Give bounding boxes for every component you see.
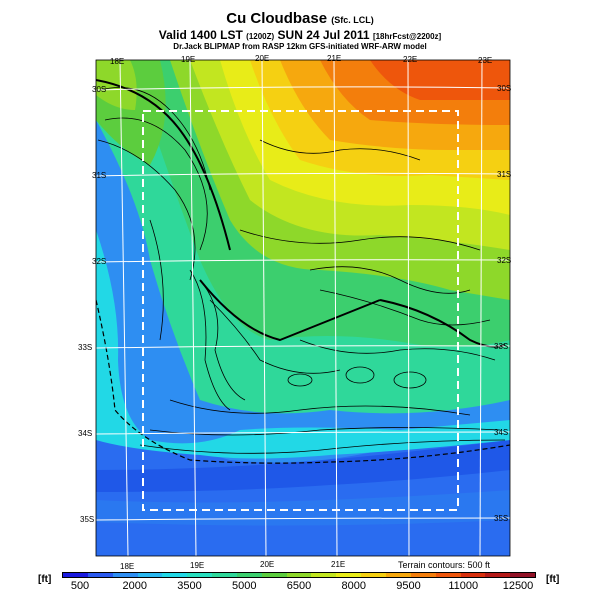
- lon-label-bottom: 18E: [120, 562, 134, 571]
- color-scale-swatch: [286, 573, 312, 577]
- lat-label-right: 34S: [494, 428, 508, 437]
- color-scale-swatch: [435, 573, 461, 577]
- lon-label-bottom: 19E: [190, 561, 204, 570]
- color-scale-label: 6500: [286, 580, 312, 592]
- color-scale-swatch: [112, 573, 138, 577]
- map-frame: [95, 59, 511, 557]
- color-scale-label: 5000: [232, 580, 257, 592]
- inner-domain-boundary: [142, 110, 459, 511]
- lon-label-top: 23E: [478, 56, 492, 65]
- color-scale-label: 500: [70, 580, 90, 592]
- coastline: [96, 299, 510, 464]
- color-scale-swatch: [311, 573, 337, 577]
- valid-label: Valid 1400 LST: [158, 28, 243, 42]
- color-scale-swatch: [336, 573, 362, 577]
- graticule: [96, 60, 510, 556]
- lon-label-top: 22E: [403, 55, 417, 64]
- legend-unit-left: [ft]: [38, 574, 52, 585]
- color-scale-swatch: [87, 573, 113, 577]
- lon-label-bottom: 21E: [331, 560, 345, 569]
- color-scale-swatch: [236, 573, 262, 577]
- legend-unit-right: [ft]: [546, 574, 560, 585]
- color-scale-label: 9500: [396, 580, 421, 592]
- color-scale-label: 11000: [448, 580, 479, 592]
- chart-title: Cu Cloudbase (Sfc. LCL): [0, 10, 600, 27]
- lat-label-right: 31S: [497, 170, 511, 179]
- color-scale-swatch: [212, 573, 237, 577]
- color-scale-label: 2000: [122, 580, 147, 592]
- terrain-contours: [97, 87, 506, 454]
- lat-label-left: 30S: [92, 85, 106, 94]
- lon-label-bottom: 20E: [260, 560, 274, 569]
- lat-label-left: 32S: [92, 257, 106, 266]
- forecast-info: [18hrFcst@2200z]: [372, 32, 442, 41]
- color-scale-swatch: [187, 573, 213, 577]
- color-scale-label: 3500: [177, 580, 202, 592]
- color-scale-swatch: [385, 573, 411, 577]
- color-scale-swatch: [63, 573, 88, 577]
- color-scale-labels: 500 2000 3500 5000 6500 8000 9500 11000 12500: [62, 580, 536, 592]
- lat-label-left: 34S: [78, 429, 92, 438]
- color-scale-swatch: [410, 573, 436, 577]
- lat-label-right: 35S: [494, 514, 508, 523]
- color-scale-swatch: [162, 573, 188, 577]
- color-scale-swatch: [460, 573, 486, 577]
- title-main: Cu Cloudbase: [226, 10, 328, 27]
- lon-label-top: 20E: [255, 54, 269, 63]
- lat-label-left: 31S: [92, 171, 106, 180]
- color-scale-swatch: [361, 573, 386, 577]
- model-credit: Dr.Jack BLIPMAP from RASP 12km GFS-initi…: [173, 42, 427, 51]
- title-qualifier: (Sfc. LCL): [331, 15, 374, 25]
- color-scale-swatch: [261, 573, 287, 577]
- lon-label-top: 21E: [327, 54, 341, 63]
- color-scale-swatch: [485, 573, 511, 577]
- terrain-contours-note: Terrain contours: 500 ft: [398, 560, 491, 570]
- cloudbase-fill: [96, 60, 510, 556]
- lat-label-right: 30S: [497, 84, 511, 93]
- lat-label-left: 33S: [78, 343, 92, 352]
- lat-label-right: 32S: [497, 256, 511, 265]
- color-scale-swatch: [137, 573, 163, 577]
- color-scale: [62, 572, 536, 578]
- lon-label-top: 19E: [181, 55, 195, 64]
- lat-label-right: 33S: [494, 342, 508, 351]
- color-scale-label: 8000: [341, 580, 366, 592]
- valid-date: SUN 24 Jul 2011: [277, 28, 370, 42]
- color-scale-label: 12500: [502, 580, 534, 592]
- utc-code: (1200Z): [246, 32, 275, 41]
- lat-label-left: 35S: [80, 515, 94, 524]
- color-scale-swatch: [510, 573, 536, 577]
- lon-label-top: 18E: [110, 57, 124, 66]
- valid-time: Valid 1400 LST (1200Z) SUN 24 Jul 2011 […: [0, 28, 600, 42]
